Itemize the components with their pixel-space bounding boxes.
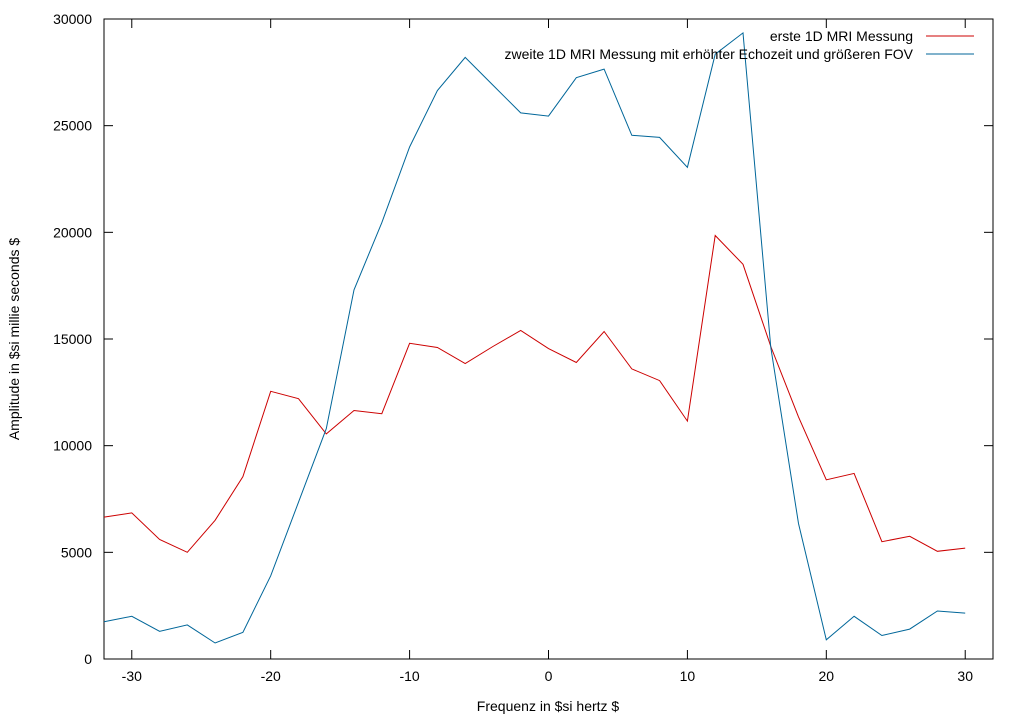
series-line-1 bbox=[103, 234, 966, 553]
y-tick-label: 0 bbox=[84, 651, 92, 667]
x-tick-label: 30 bbox=[957, 668, 973, 684]
x-axis-label: Frequenz in $si hertz $ bbox=[477, 698, 620, 714]
x-tick-label: -20 bbox=[261, 668, 281, 684]
y-tick-label: 30000 bbox=[53, 11, 92, 27]
y-tick-label: 5000 bbox=[61, 544, 92, 560]
x-tick-label: 0 bbox=[545, 668, 553, 684]
y-tick-label: 20000 bbox=[53, 224, 92, 240]
x-tick-label: 20 bbox=[819, 668, 835, 684]
y-axis-label: Amplitude in $si millie seconds $ bbox=[6, 238, 22, 441]
plot-frame bbox=[103, 18, 994, 660]
axis-ticks: -30 -20 -10 0 10 20 30 0 5000 10000 15000 20000 2500… bbox=[53, 11, 993, 684]
y-tick-label: 15000 bbox=[53, 331, 92, 347]
legend-label-1: erste 1D MRI Messung bbox=[770, 28, 913, 44]
legend-label-2: zweite 1D MRI Messung mit erhöhter Echoz… bbox=[504, 46, 913, 62]
x-tick-label: -30 bbox=[122, 668, 142, 684]
y-tick-label: 25000 bbox=[53, 118, 92, 134]
series-lines bbox=[103, 31, 966, 644]
legend: erste 1D MRI Messung zweite 1D MRI Messun… bbox=[504, 28, 974, 62]
x-tick-label: 10 bbox=[680, 668, 696, 684]
y-tick-label: 10000 bbox=[53, 438, 92, 454]
series-line-2 bbox=[103, 31, 966, 644]
x-tick-label: -10 bbox=[399, 668, 419, 684]
